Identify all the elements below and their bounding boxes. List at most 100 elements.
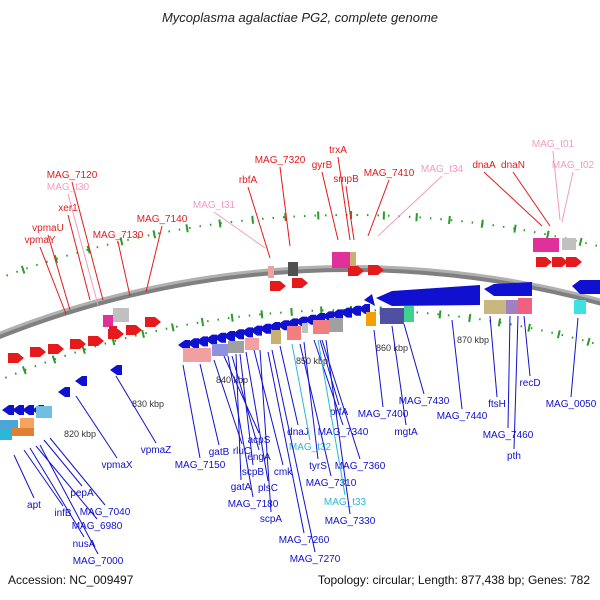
feature-block bbox=[313, 320, 329, 334]
reverse-gene-label: ftsH bbox=[488, 399, 506, 410]
reverse-gene-arrow bbox=[110, 365, 122, 375]
reverse-gene-arrow bbox=[364, 294, 375, 306]
reverse-gene-label: rluC bbox=[233, 446, 251, 457]
forward-gene-label: MAG_t02 bbox=[552, 160, 595, 171]
reverse-gene-label: nusA bbox=[73, 539, 96, 550]
outer-major-tick bbox=[86, 245, 91, 254]
reverse-leader-line bbox=[489, 315, 498, 398]
reverse-gene-arrow bbox=[268, 322, 280, 332]
feature-block bbox=[183, 348, 211, 362]
reverse-gene-arrow bbox=[277, 320, 289, 331]
reverse-leader-line bbox=[213, 359, 243, 445]
reverse-leader-line bbox=[303, 341, 319, 460]
inner-major-tick bbox=[438, 310, 442, 319]
reverse-gene-label: MAG_7400 bbox=[358, 409, 409, 420]
forward-gene-label: vpmaU bbox=[32, 223, 64, 234]
reverse-leader-line bbox=[279, 345, 299, 426]
reverse-leader-line bbox=[513, 315, 519, 450]
forward-gene-label: MAG_t34 bbox=[421, 164, 464, 175]
outer-major-tick bbox=[415, 213, 418, 222]
reverse-leader-line bbox=[35, 445, 98, 520]
forward-gene-arrow bbox=[270, 281, 286, 291]
forward-gene-arrow bbox=[145, 317, 161, 327]
feature-block bbox=[109, 326, 117, 338]
topology-summary: Topology: circular; Length: 877,438 bp; … bbox=[317, 573, 590, 587]
accession-text: Accession: NC_009497 bbox=[8, 573, 134, 587]
reverse-gene-arrow bbox=[358, 304, 370, 314]
reverse-gene-label: scpB bbox=[242, 467, 265, 478]
reverse-leader-line bbox=[291, 343, 311, 441]
reverse-gene-label: scpA bbox=[260, 514, 283, 525]
reverse-gene-arrow bbox=[214, 332, 226, 343]
reverse-gene-label: MAG_6980 bbox=[72, 521, 123, 532]
forward-leader-line bbox=[39, 246, 67, 315]
reverse-leader-line bbox=[271, 349, 316, 553]
outer-major-tick bbox=[53, 254, 59, 264]
reverse-leader-line bbox=[23, 449, 64, 507]
forward-leader-line bbox=[145, 225, 163, 293]
reverse-gene-label: engA bbox=[247, 452, 271, 463]
reverse-gene-label: MAG_t32 bbox=[289, 442, 332, 453]
reverse-gene-label: gatA bbox=[231, 482, 252, 493]
reverse-leader-line bbox=[13, 454, 35, 499]
forward-gene-label: MAG_7130 bbox=[93, 230, 144, 241]
outer-major-tick bbox=[546, 230, 550, 239]
reverse-gene-label: dnaJ bbox=[287, 427, 309, 438]
reverse-gene-arrow bbox=[22, 405, 34, 415]
reverse-gene-arrow bbox=[12, 405, 24, 415]
inner-major-tick bbox=[290, 307, 293, 316]
reverse-leader-line bbox=[43, 439, 83, 487]
reverse-gene-label: acpS bbox=[248, 435, 271, 446]
forward-gene-label: dnaA bbox=[472, 160, 496, 171]
inner-major-tick bbox=[586, 337, 591, 346]
reverse-gene-arrow bbox=[331, 309, 343, 320]
reverse-leader-line bbox=[227, 355, 254, 498]
inner-major-tick bbox=[556, 330, 561, 339]
feature-block bbox=[228, 341, 244, 353]
feature-block bbox=[103, 315, 113, 327]
forward-leader-line bbox=[247, 186, 271, 259]
reverse-leader-line bbox=[75, 395, 118, 459]
reverse-gene-label: recD bbox=[519, 378, 540, 389]
reverse-leader-line bbox=[317, 339, 346, 496]
reverse-gene-label: infB bbox=[54, 508, 72, 519]
reverse-gene-arrow bbox=[241, 327, 253, 338]
outer-major-tick bbox=[218, 219, 222, 228]
forward-gene-label: MAG_t01 bbox=[532, 139, 575, 150]
forward-gene-label: MAG_7410 bbox=[364, 168, 415, 179]
forward-gene-label: dnaN bbox=[501, 160, 525, 171]
feature-block bbox=[562, 238, 576, 250]
forward-leader-line bbox=[377, 175, 443, 237]
reverse-leader-line bbox=[253, 349, 284, 466]
reverse-leader-line bbox=[523, 315, 531, 377]
reverse-gene-label: mgtA bbox=[394, 427, 418, 438]
reverse-leader-line bbox=[451, 319, 463, 410]
feature-block bbox=[332, 252, 350, 268]
reverse-gene-label: apt bbox=[27, 500, 41, 511]
outer-major-tick bbox=[152, 230, 157, 239]
forward-gene-label: MAG_7320 bbox=[255, 155, 306, 166]
reverse-leader-line bbox=[182, 364, 201, 459]
reverse-leader-line bbox=[373, 329, 384, 408]
kbp-tick-label: 820 kbp bbox=[64, 429, 96, 439]
reverse-gene-label: tyrS bbox=[309, 461, 327, 472]
feature-block bbox=[36, 406, 52, 418]
inner-major-tick bbox=[51, 355, 57, 364]
outer-major-tick bbox=[578, 237, 583, 246]
forward-leader-line bbox=[367, 179, 390, 237]
forward-leader-line bbox=[71, 181, 104, 301]
reverse-gene-arrow bbox=[286, 318, 298, 329]
kbp-tick-label: 870 kbp bbox=[457, 335, 489, 345]
reverse-gene-arrow bbox=[572, 280, 600, 294]
forward-gene-arrow bbox=[552, 257, 568, 267]
kbp-tick-label: 860 kbp bbox=[376, 343, 408, 353]
forward-gene-arrow bbox=[368, 265, 384, 275]
forward-leader-line bbox=[561, 171, 574, 223]
reverse-leader-line bbox=[115, 375, 157, 444]
feature-block bbox=[380, 308, 404, 324]
forward-gene-label: smpB bbox=[333, 174, 359, 185]
reverse-leader-line bbox=[267, 351, 305, 534]
reverse-gene-arrow bbox=[2, 405, 14, 415]
forward-leader-line bbox=[47, 234, 71, 311]
forward-leader-line bbox=[512, 171, 551, 227]
